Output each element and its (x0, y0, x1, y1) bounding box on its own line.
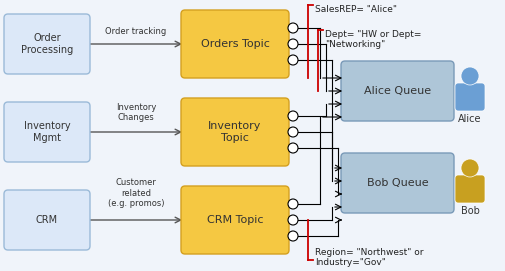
FancyBboxPatch shape (181, 186, 288, 254)
Text: Inventory
Mgmt: Inventory Mgmt (24, 121, 70, 143)
Text: Inventory
Changes: Inventory Changes (116, 103, 156, 122)
FancyBboxPatch shape (4, 102, 90, 162)
Text: CRM Topic: CRM Topic (207, 215, 263, 225)
FancyBboxPatch shape (340, 153, 453, 213)
Text: Order
Processing: Order Processing (21, 33, 73, 55)
Text: Customer
related
(e.g. promos): Customer related (e.g. promos) (108, 178, 164, 208)
FancyBboxPatch shape (454, 175, 484, 203)
FancyBboxPatch shape (4, 14, 90, 74)
FancyBboxPatch shape (181, 10, 288, 78)
Text: Region= "Northwest" or
Industry="Gov": Region= "Northwest" or Industry="Gov" (315, 248, 423, 267)
Circle shape (460, 159, 478, 177)
Text: Bob: Bob (460, 206, 479, 216)
Text: Orders Topic: Orders Topic (200, 39, 269, 49)
FancyBboxPatch shape (4, 190, 90, 250)
Text: Inventory
Topic: Inventory Topic (208, 121, 261, 143)
FancyBboxPatch shape (340, 61, 453, 121)
Text: Dept= "HW or Dept=
"Networking": Dept= "HW or Dept= "Networking" (324, 30, 421, 49)
Text: Order tracking: Order tracking (105, 27, 166, 36)
Circle shape (287, 55, 297, 65)
FancyBboxPatch shape (181, 98, 288, 166)
Circle shape (287, 23, 297, 33)
Circle shape (287, 231, 297, 241)
Circle shape (460, 67, 478, 85)
Text: Bob Queue: Bob Queue (366, 178, 427, 188)
Text: Alice Queue: Alice Queue (363, 86, 430, 96)
Circle shape (287, 39, 297, 49)
Circle shape (287, 111, 297, 121)
Text: CRM: CRM (36, 215, 58, 225)
Text: SalesREP= "Alice": SalesREP= "Alice" (315, 5, 396, 14)
Circle shape (287, 199, 297, 209)
Circle shape (287, 215, 297, 225)
Circle shape (287, 143, 297, 153)
FancyBboxPatch shape (454, 83, 484, 111)
Circle shape (287, 127, 297, 137)
Text: Alice: Alice (458, 114, 481, 124)
